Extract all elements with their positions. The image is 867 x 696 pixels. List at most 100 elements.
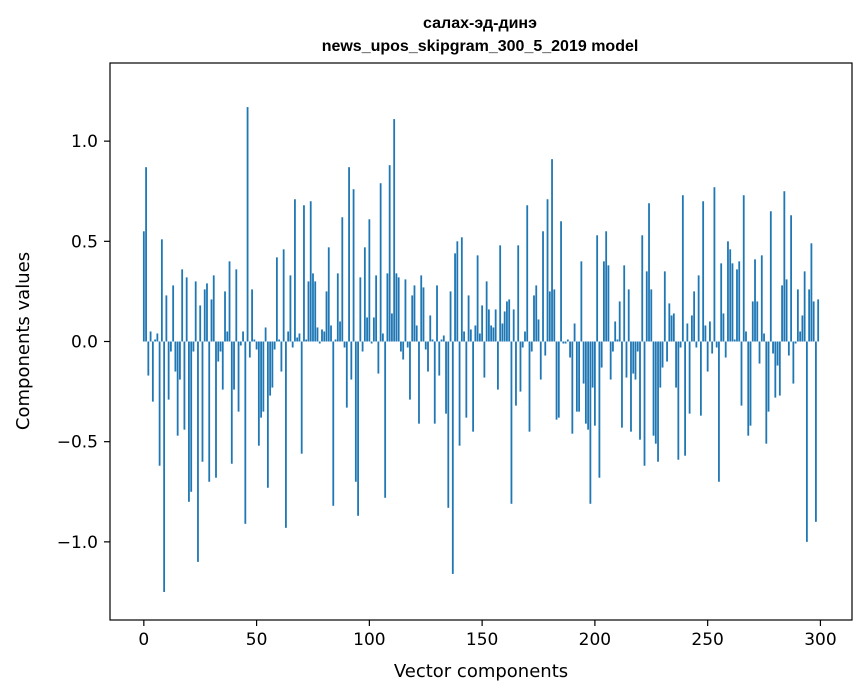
bar <box>194 281 197 342</box>
bar <box>758 341 761 364</box>
bar <box>695 341 698 348</box>
bar <box>208 341 211 482</box>
bar <box>309 201 312 342</box>
bar <box>530 341 533 352</box>
bar <box>503 311 506 342</box>
bar <box>242 331 244 342</box>
x-axis-ticks: 0 50 100 150 200 250 300 <box>138 620 837 650</box>
y-tick-label: 0.5 <box>71 232 98 252</box>
bar <box>291 341 294 348</box>
bar <box>321 329 323 342</box>
bar <box>145 167 147 342</box>
bar <box>681 195 684 342</box>
bar <box>154 339 156 342</box>
bar <box>677 341 680 460</box>
bar <box>668 303 671 342</box>
bar <box>174 341 177 372</box>
bar <box>260 341 262 418</box>
bar <box>363 247 366 342</box>
y-tick-label: 1.0 <box>71 132 98 152</box>
bar <box>217 341 220 362</box>
bar <box>657 341 659 462</box>
bar <box>375 275 378 342</box>
bar <box>679 341 682 348</box>
bar <box>235 269 238 342</box>
bar <box>805 341 808 542</box>
bar <box>778 341 781 396</box>
bar <box>483 341 486 378</box>
bar <box>763 333 765 342</box>
bar <box>521 341 524 348</box>
bar <box>767 341 770 412</box>
bar <box>463 331 465 342</box>
bar <box>501 323 504 342</box>
bar <box>593 341 596 426</box>
bar <box>361 341 364 352</box>
bar <box>429 315 432 342</box>
bar <box>722 313 725 342</box>
bar <box>600 341 603 368</box>
bar <box>787 341 790 356</box>
bar <box>282 249 285 342</box>
bar <box>783 191 786 342</box>
y-tick-label: −1.0 <box>57 533 98 553</box>
bar <box>325 291 328 342</box>
bar <box>273 341 276 350</box>
bar <box>294 199 296 342</box>
bar <box>269 341 272 396</box>
x-tick-label: 50 <box>246 630 268 650</box>
bar <box>745 331 747 342</box>
bar <box>661 341 664 368</box>
bar <box>539 341 542 380</box>
bar <box>348 167 350 342</box>
bar <box>781 285 783 342</box>
bar <box>589 341 592 504</box>
bar <box>792 341 795 384</box>
bar <box>206 283 208 342</box>
bar <box>580 261 583 342</box>
bar <box>808 289 811 342</box>
bar <box>693 291 696 342</box>
bar <box>289 275 292 342</box>
bar <box>467 295 470 342</box>
bar <box>684 341 686 456</box>
bar <box>404 279 407 342</box>
bar <box>704 325 707 342</box>
bar <box>165 295 168 342</box>
bar <box>377 341 380 374</box>
bar <box>573 323 576 342</box>
bar <box>350 341 353 380</box>
bar <box>659 341 662 388</box>
bar <box>411 295 414 342</box>
bar <box>542 231 544 342</box>
bar <box>368 219 371 342</box>
bar <box>233 341 235 390</box>
bar <box>458 341 461 446</box>
bar <box>481 305 484 342</box>
bar <box>709 321 711 342</box>
bar <box>639 341 641 440</box>
bar <box>341 217 344 342</box>
bar <box>431 339 434 342</box>
bar <box>526 205 529 342</box>
bar <box>487 309 490 342</box>
bar <box>729 249 732 342</box>
bar <box>169 341 172 352</box>
bar <box>400 341 402 352</box>
bar <box>817 299 820 342</box>
bar <box>478 333 481 342</box>
bar <box>332 341 335 506</box>
y-axis-ticks: −1.0 −0.5 0.0 0.5 1.0 <box>57 132 110 553</box>
bar <box>251 289 253 342</box>
bar <box>548 291 551 342</box>
bar <box>176 341 179 436</box>
bar <box>219 341 222 352</box>
bar <box>397 277 400 342</box>
y-tick-label: 0.0 <box>71 333 98 353</box>
bar <box>147 341 150 376</box>
bar <box>221 341 224 390</box>
bar <box>515 341 517 406</box>
bar <box>738 261 741 342</box>
x-tick-label: 150 <box>466 630 498 650</box>
bar <box>799 331 802 342</box>
